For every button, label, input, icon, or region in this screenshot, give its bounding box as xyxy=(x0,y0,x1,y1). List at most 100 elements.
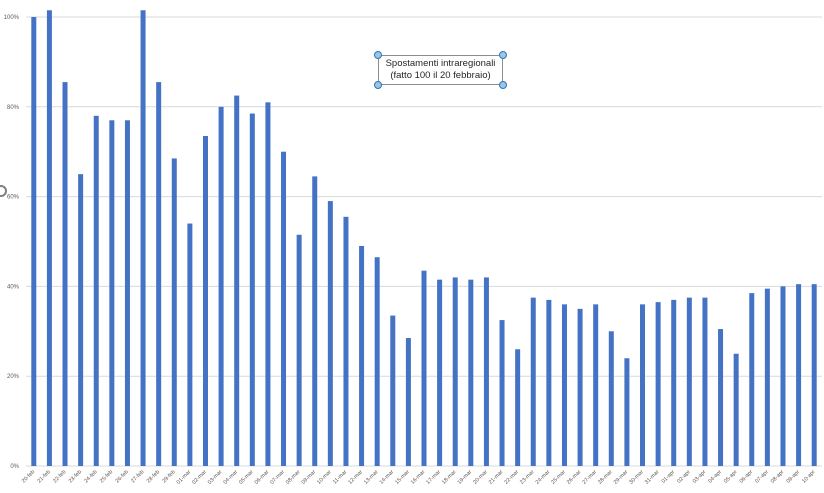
bar[interactable] xyxy=(359,245,365,466)
y-tick-label: 60% xyxy=(7,195,20,201)
resize-handle-top-left[interactable] xyxy=(374,51,382,59)
bar[interactable] xyxy=(499,320,505,466)
bar[interactable] xyxy=(608,331,614,466)
bar[interactable] xyxy=(218,106,224,467)
x-tick-label: 09-mar xyxy=(301,469,318,486)
bar[interactable] xyxy=(109,120,115,467)
x-tick-label: 23-feb xyxy=(68,469,83,484)
x-tick-label: 25-mar xyxy=(550,469,567,486)
resize-handle-bottom-left[interactable] xyxy=(374,81,382,89)
chart-area-handle[interactable] xyxy=(0,185,7,197)
bar[interactable] xyxy=(640,304,646,466)
bar[interactable] xyxy=(733,353,739,466)
x-tick-label: 02-mar xyxy=(191,469,208,486)
x-tick-label: 13-mar xyxy=(363,469,380,486)
bar[interactable] xyxy=(234,95,240,466)
bar[interactable] xyxy=(140,10,146,466)
bar[interactable] xyxy=(124,120,130,467)
bar[interactable] xyxy=(202,135,208,467)
y-tick-label: 0% xyxy=(10,464,19,470)
bar[interactable] xyxy=(780,286,786,466)
bar[interactable] xyxy=(577,308,583,466)
x-tick-label: 08-mar xyxy=(285,469,302,486)
x-tick-label: 20-feb xyxy=(21,469,36,484)
bar[interactable] xyxy=(530,297,536,466)
y-tick-label: 20% xyxy=(7,374,20,380)
bar[interactable] xyxy=(249,113,255,466)
x-tick-label: 28-feb xyxy=(146,469,161,484)
x-tick-label: 28-mar xyxy=(597,469,614,486)
bar[interactable] xyxy=(718,329,724,466)
bar[interactable] xyxy=(483,277,489,466)
x-tick-label: 05-apr xyxy=(723,469,739,485)
bar[interactable] xyxy=(390,315,396,466)
bar[interactable] xyxy=(671,299,677,466)
x-tick-label: 12-mar xyxy=(347,469,364,486)
chart-title-box[interactable]: Spostamenti intraregionali (fatto 100 il… xyxy=(378,55,503,85)
x-tick-label: 22-mar xyxy=(503,469,520,486)
x-tick-label: 23-mar xyxy=(519,469,536,486)
x-tick-label: 27-mar xyxy=(582,469,599,486)
x-tick-label: 06-apr xyxy=(739,469,755,485)
x-tick-label: 11-mar xyxy=(332,469,348,485)
x-tick-label: 26-feb xyxy=(115,469,130,484)
bar[interactable] xyxy=(686,297,692,466)
bar[interactable] xyxy=(468,279,474,466)
bar[interactable] xyxy=(749,293,755,466)
x-tick-label: 29-feb xyxy=(161,469,176,484)
bar[interactable] xyxy=(296,234,302,466)
bar[interactable] xyxy=(593,304,599,466)
x-tick-label: 24-mar xyxy=(535,469,552,486)
x-tick-label: 14-mar xyxy=(379,469,396,486)
bar[interactable] xyxy=(265,102,271,466)
bar[interactable] xyxy=(437,279,443,466)
bar[interactable] xyxy=(796,284,802,466)
x-tick-label: 01-apr xyxy=(661,469,677,485)
x-tick-label: 31-mar xyxy=(644,469,661,486)
x-tick-label: 18-mar xyxy=(441,469,458,486)
bar[interactable] xyxy=(374,257,380,466)
bar[interactable] xyxy=(156,82,162,466)
resize-handle-top-right[interactable] xyxy=(499,51,507,59)
x-tick-label: 21-feb xyxy=(37,469,52,484)
bar[interactable] xyxy=(281,151,287,466)
x-tick-label: 16-mar xyxy=(410,469,427,486)
x-tick-label: 01-mar xyxy=(176,469,193,486)
x-tick-label: 27-feb xyxy=(130,469,145,484)
x-tick-label: 30-mar xyxy=(628,469,645,486)
bar[interactable] xyxy=(515,349,521,466)
bar[interactable] xyxy=(764,288,770,466)
bar[interactable] xyxy=(702,297,708,466)
bar[interactable] xyxy=(312,176,318,466)
bar[interactable] xyxy=(343,216,349,466)
y-tick-label: 80% xyxy=(7,105,20,111)
resize-handle-bottom-right[interactable] xyxy=(499,81,507,89)
x-tick-label: 10-apr xyxy=(801,469,817,485)
x-tick-label: 29-mar xyxy=(613,469,630,486)
bar[interactable] xyxy=(93,115,99,466)
bar[interactable] xyxy=(452,277,458,466)
bar[interactable] xyxy=(31,17,37,466)
bar[interactable] xyxy=(171,158,177,466)
bar[interactable] xyxy=(811,284,817,466)
x-tick-label: 07-mar xyxy=(269,469,286,486)
x-tick-label: 19-mar xyxy=(457,469,474,486)
x-tick-label: 04-apr xyxy=(707,469,723,485)
bar[interactable] xyxy=(546,299,552,466)
bar[interactable] xyxy=(421,270,427,466)
bar[interactable] xyxy=(187,223,193,466)
x-tick-label: 06-mar xyxy=(254,469,271,486)
bar[interactable] xyxy=(561,304,567,466)
bar[interactable] xyxy=(327,201,333,466)
x-tick-label: 03-mar xyxy=(207,469,224,486)
x-tick-label: 03-apr xyxy=(692,469,708,485)
chart-title-line-1: Spostamenti intraregionali xyxy=(385,58,496,69)
bar[interactable] xyxy=(78,174,84,466)
x-tick-label: 21-mar xyxy=(488,469,505,486)
bar[interactable] xyxy=(62,82,68,466)
bar[interactable] xyxy=(46,10,52,466)
bar[interactable] xyxy=(624,358,630,466)
bar[interactable] xyxy=(655,302,661,466)
bar[interactable] xyxy=(405,338,411,466)
